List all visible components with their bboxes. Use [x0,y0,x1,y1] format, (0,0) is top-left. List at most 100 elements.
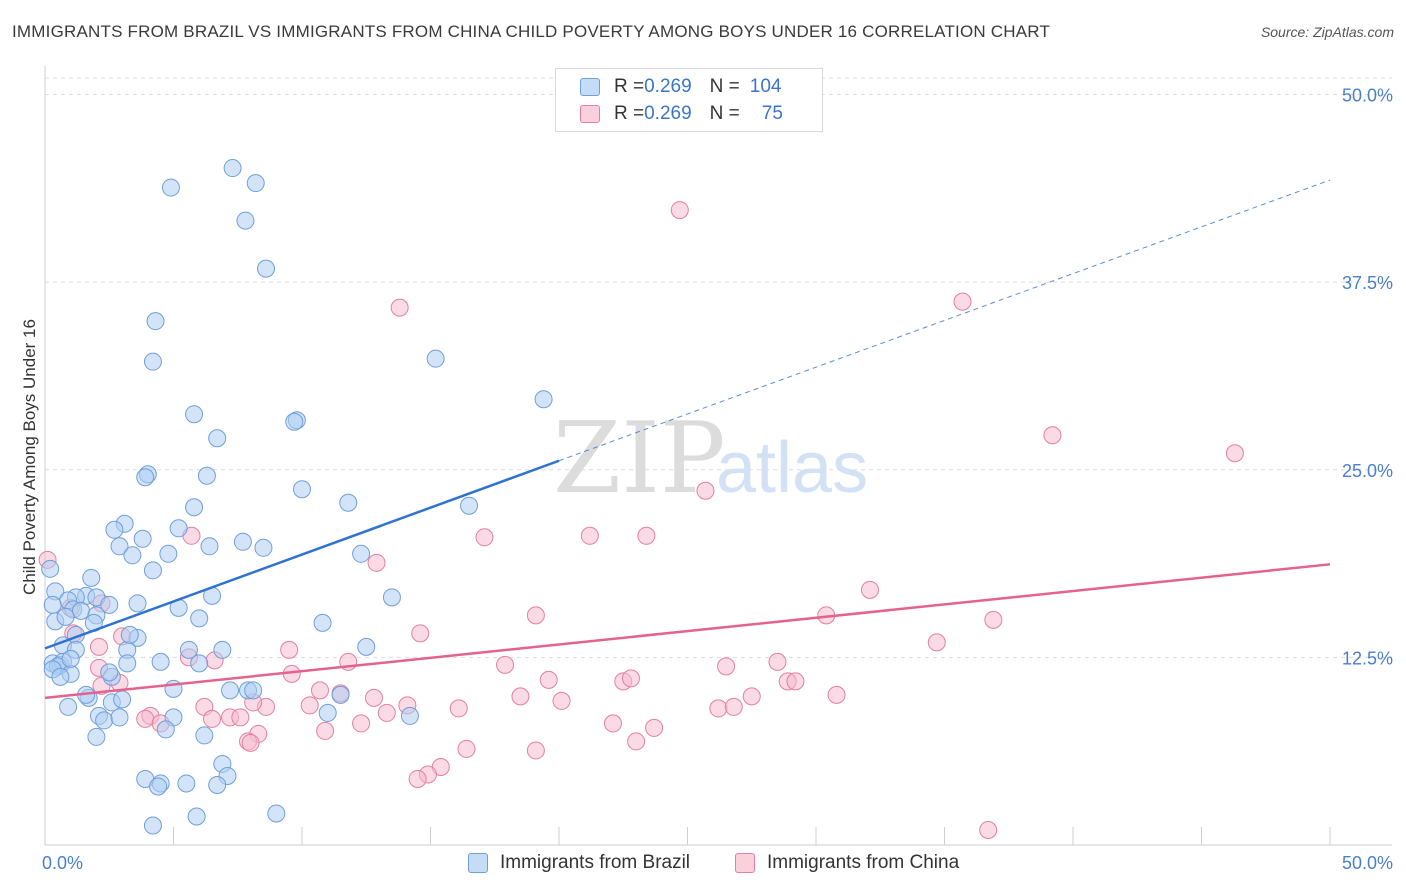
brazil-point [190,609,209,628]
china-point [136,709,155,728]
china-point [860,580,879,599]
legend-row-brazil: R = 0.269 N = 104 [580,75,781,99]
brazil-point [128,594,147,613]
brazil-point [352,544,371,563]
brazil-point [313,613,332,632]
brazil-point [161,178,180,197]
brazil-point [133,529,152,548]
brazil-point [100,595,119,614]
brazil-trend-line [44,459,560,650]
brazil-point [185,405,204,424]
legend-r-label: R = [614,103,645,124]
china-point [603,714,622,733]
source-credit: Source: ZipAtlas.com [1260,24,1394,40]
china-point [927,633,946,652]
legend-n-label: N = [709,76,740,97]
brazil-point [208,775,227,794]
brazil-point [195,726,214,745]
brazil-point [95,711,114,730]
china-point [496,655,515,674]
brazil-point [100,663,119,682]
watermark-atlas: atlas [716,428,868,508]
china-point [526,741,545,760]
china-point [408,769,427,788]
brazil-point [110,708,129,727]
china-point [580,526,599,545]
brazil-point [254,538,273,557]
legend-n-value: 104 [749,76,782,97]
bottom-legend-label-brazil: Immigrants from Brazil [500,852,691,873]
brazil-point [236,211,255,230]
china-point [953,292,972,311]
brazil-point [61,649,80,668]
brazil-point [159,544,178,563]
trend-layer [44,179,1331,700]
brazil-point [82,568,101,587]
brazil-point [534,390,553,409]
brazil-point [151,652,170,671]
brazil-point [143,816,162,835]
brazil-point [293,480,311,499]
brazil-point [244,681,263,700]
brazil-point [357,637,376,656]
china-point [316,721,335,740]
y-tick-label: 12.5% [1342,648,1393,668]
bottom-legend-swatch-brazil [468,853,488,873]
china-point [411,624,430,643]
china-point [352,714,371,733]
brazil-point [71,601,90,620]
brazil-point [51,667,70,686]
brazil-point [146,312,165,331]
china-point [627,732,646,751]
china-point [390,298,409,317]
brazil-point [113,690,132,709]
brazil-point [267,804,286,823]
brazil-point [382,588,401,607]
china-point [203,709,222,728]
brazil-point [136,468,155,487]
watermark: ZIP atlas [553,402,868,516]
brazil-point [339,493,358,512]
brazil-point [257,259,276,278]
bottom-legend-brazil: Immigrants from Brazil [468,852,690,874]
china-point [364,688,383,707]
china-point [670,201,689,220]
brazil-point [156,720,175,739]
china-point [231,708,250,727]
tick-labels: 12.5% 25.0% 37.5% 50.0% 0.0% 50.0% [42,86,1393,873]
brazil-point [221,681,240,700]
brazil-point [285,412,304,431]
china-point [742,687,761,706]
brazil-point [110,537,129,556]
brazil-point [177,774,196,793]
bottom-legend-china: Immigrants from China [735,852,959,874]
y-axis-label: Child Poverty Among Boys Under 16 [20,319,39,595]
brazil-point [187,807,206,826]
brazil-point [213,640,232,659]
china-trend-line [44,563,1331,700]
china-point [241,733,260,752]
chart-title: IMMIGRANTS FROM BRAZIL VS IMMIGRANTS FRO… [12,22,1051,41]
china-point [717,657,736,676]
china-point [1225,444,1244,463]
china-point [449,699,468,718]
brazil-point [143,352,162,371]
bottom-legend-label-china: Immigrants from China [767,852,960,873]
brazil-point [56,607,75,626]
y-tick-label: 37.5% [1342,273,1393,293]
china-point [511,687,530,706]
china-points [38,201,1244,839]
china-point [300,696,319,715]
brazil-point [41,559,60,578]
china-point [89,637,108,656]
china-point [552,691,571,710]
brazil-point [118,654,137,673]
china-point [768,652,787,671]
legend-n-label: N = [709,103,740,124]
china-point [786,672,805,691]
brazil-point [426,349,445,368]
china-point [724,697,743,716]
brazil-point [200,537,219,556]
legend-n-value: 75 [761,103,783,124]
